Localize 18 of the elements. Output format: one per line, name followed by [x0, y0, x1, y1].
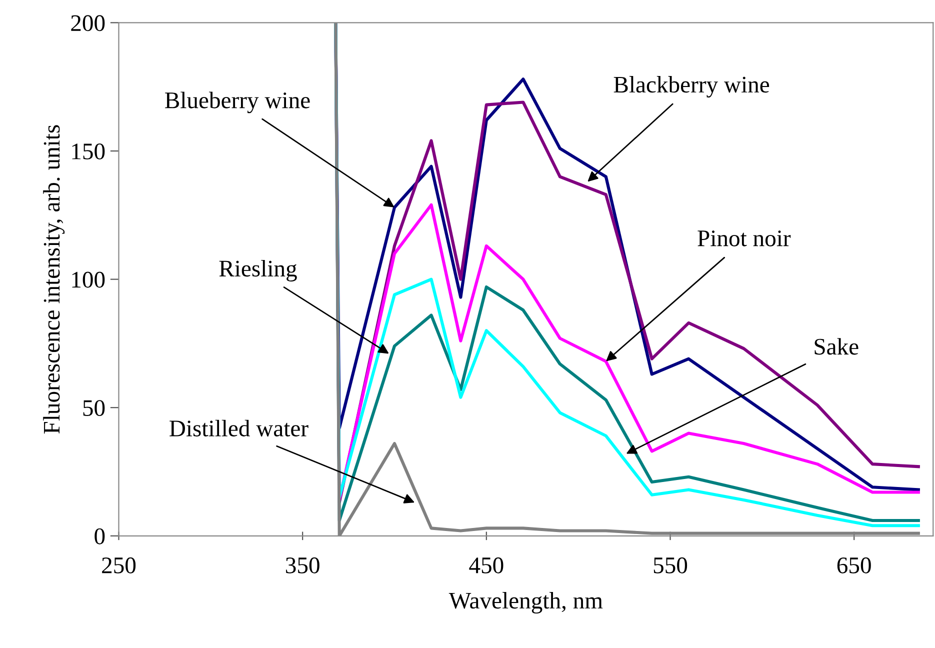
annotation: Blackberry wine: [614, 76, 770, 98]
y-tick-label: 100: [72, 272, 105, 288]
y-tick-label: 50: [83, 400, 105, 416]
annotation: Sake: [814, 338, 858, 355]
y-tick-label: 0: [94, 528, 105, 544]
y-tick-label: 150: [72, 143, 105, 160]
x-tick-label: 650: [837, 557, 871, 574]
annotation: Blueberry wine: [165, 92, 310, 114]
annotation: Pinot noir: [698, 230, 791, 246]
y-axis-title: Fluorescence intensity, arb. units: [43, 125, 65, 434]
x-tick-label: 350: [286, 557, 320, 574]
y-tick-label: 200: [71, 15, 105, 32]
x-axis-title: Wavelength, nm: [448, 592, 603, 614]
annotation: Riesling: [219, 260, 297, 282]
annotation: Distilled water: [170, 420, 308, 436]
x-tick-label: 550: [654, 557, 688, 574]
x-tick-label: 250: [102, 557, 136, 574]
x-tick-label: 450: [469, 557, 504, 574]
